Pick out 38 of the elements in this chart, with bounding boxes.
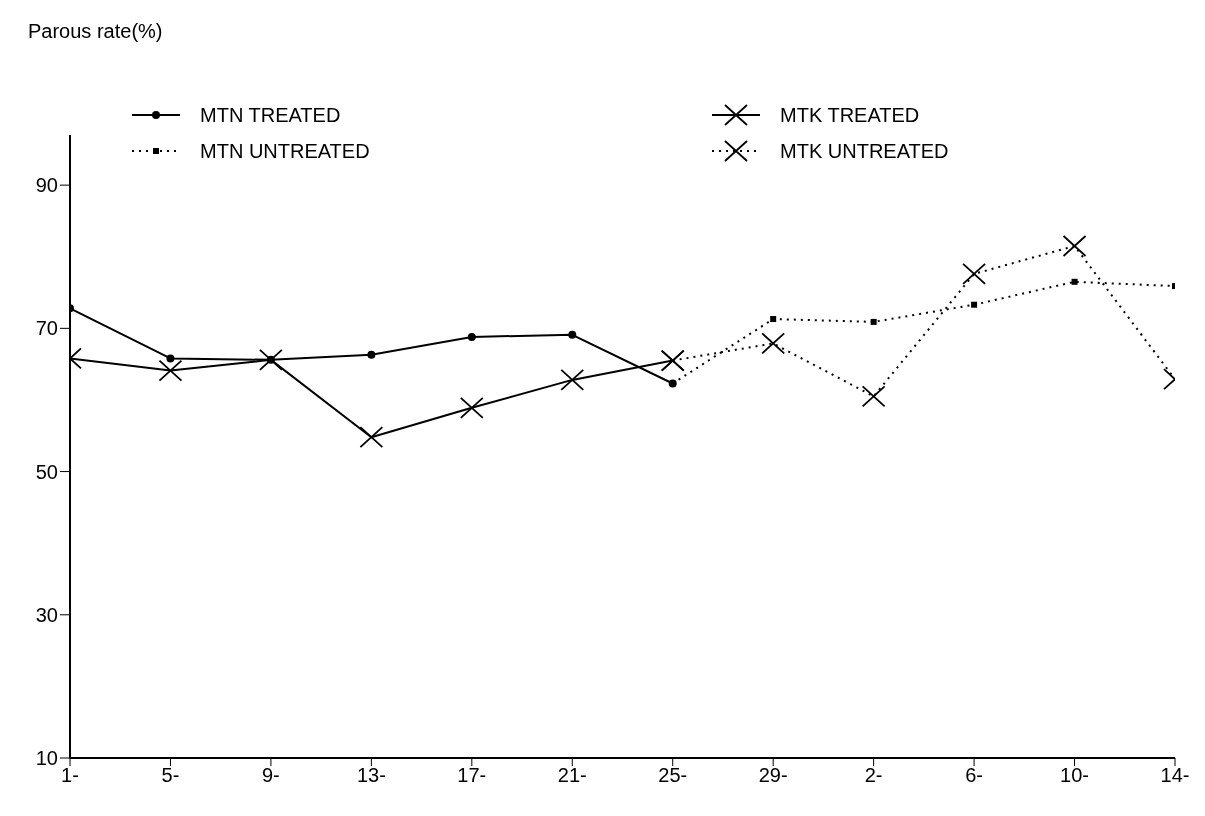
y-tick-label: 90 <box>35 174 58 197</box>
legend-label: MTK TREATED <box>780 103 920 127</box>
x-tick-label: 29- <box>758 764 788 787</box>
x-tick-label: 6- <box>965 764 983 787</box>
point <box>861 385 886 408</box>
x-tick-label: 13- <box>356 764 386 787</box>
point <box>367 350 376 359</box>
point <box>1071 278 1078 285</box>
point <box>770 316 777 323</box>
x-tick-label: 25- <box>658 764 688 787</box>
point <box>467 332 476 341</box>
x-tick-label: 10- <box>1060 764 1089 787</box>
y-tick-label: 10 <box>35 747 58 770</box>
x-tick-label: 14- <box>1160 764 1190 787</box>
point <box>870 318 877 325</box>
point <box>962 263 986 285</box>
y-tick-label: 70 <box>35 317 58 340</box>
point <box>568 330 577 339</box>
point <box>971 301 978 308</box>
x-tick-label: 21- <box>557 764 587 787</box>
legend-label: MTN UNTREATED <box>200 139 370 163</box>
legend-label: MTN TREATED <box>200 103 341 127</box>
x-tick-label: 5- <box>161 764 180 787</box>
point <box>166 354 175 363</box>
point <box>359 426 384 449</box>
y-tick-label: 50 <box>35 460 58 483</box>
point <box>158 359 183 382</box>
x-tick-label: 9- <box>262 764 280 787</box>
point <box>560 369 585 391</box>
point <box>761 332 786 355</box>
legend-label: MTK UNTREATED <box>780 139 949 163</box>
x-tick-label: 1- <box>61 764 79 787</box>
y-axis-title: Parous rate(%) <box>28 20 163 43</box>
point <box>1062 235 1087 257</box>
x-tick-label: 17- <box>457 764 487 787</box>
y-tick-label: 30 <box>35 603 58 626</box>
point <box>459 396 484 419</box>
x-tick-label: 2- <box>864 764 883 787</box>
